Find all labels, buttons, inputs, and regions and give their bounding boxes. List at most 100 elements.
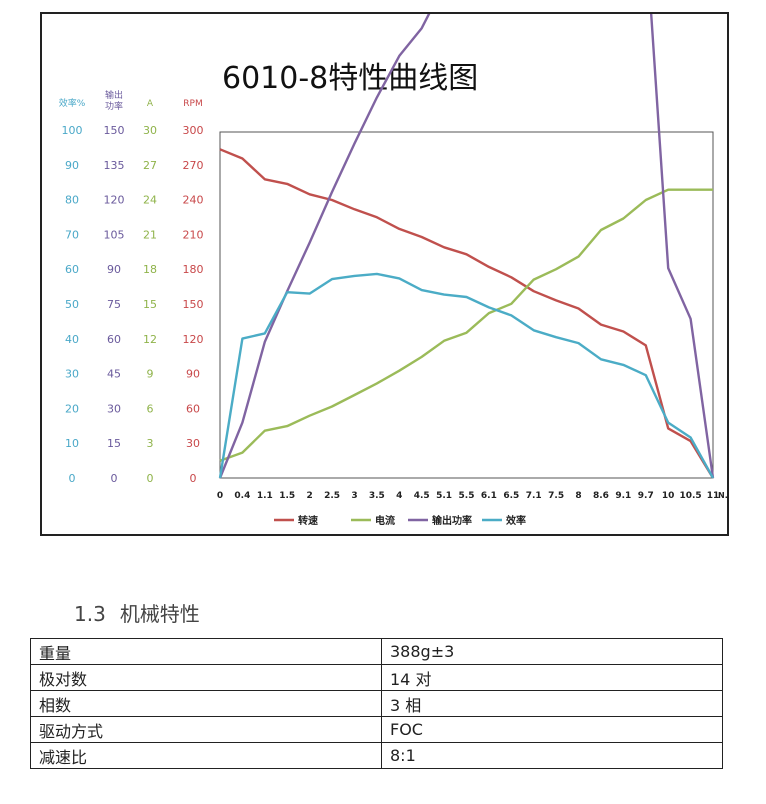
axis-tick-label: 0 <box>111 472 118 485</box>
axis-tick-label: 45 <box>107 368 121 381</box>
axis-tick-label: 90 <box>186 368 200 381</box>
series-line-转速 <box>219 148 715 479</box>
x-tick-label: 3 <box>351 491 357 501</box>
axis-tick-label: 70 <box>65 228 79 241</box>
x-tick-label: 3.5 <box>369 491 385 501</box>
series-line-输出功率 <box>218 14 715 479</box>
axis-tick-label: 0 <box>69 472 76 485</box>
spec-value: 3 相 <box>381 690 723 717</box>
chart-title: 6010-8特性曲线图 <box>222 61 478 96</box>
table-row: 驱动方式 FOC <box>30 716 723 743</box>
x-tick-label: 5.1 <box>436 491 452 501</box>
table-row: 相数 3 相 <box>30 690 723 717</box>
axis-tick-label: 300 <box>183 124 204 137</box>
x-tick-label: 9.7 <box>638 491 654 501</box>
axis-tick-label: 30 <box>107 402 121 415</box>
axis-tick-label: 0 <box>190 472 197 485</box>
axis-tick-label: 210 <box>183 228 204 241</box>
axis-tick-label: 240 <box>183 194 204 207</box>
axis-tick-label: 15 <box>143 298 157 311</box>
x-tick-label: 11 <box>707 491 720 501</box>
spec-label: 极对数 <box>30 664 382 691</box>
x-tick-label: 0 <box>217 491 223 501</box>
x-tick-label: 6.1 <box>481 491 497 501</box>
mechanical-spec-table: 重量 388g±3 极对数 14 对 相数 3 相 驱动方式 FOC 减速比 8… <box>30 638 723 769</box>
axis-tick-label: 135 <box>104 159 125 172</box>
spec-label: 相数 <box>30 690 382 717</box>
spec-label: 减速比 <box>30 742 382 769</box>
x-tick-label: 2 <box>307 491 313 501</box>
x-tick-label: 7.1 <box>526 491 542 501</box>
x-tick-label: 4 <box>396 491 402 501</box>
x-tick-label: 0.4 <box>234 491 250 501</box>
characteristic-chart: 6010-8特性曲线图效率%1009080706050403020100输出功率… <box>59 14 727 527</box>
axis-label: A <box>147 99 154 109</box>
axis-label: 效率% <box>59 97 86 109</box>
axis-tick-label: 60 <box>107 333 121 346</box>
axis-tick-label: 30 <box>143 124 157 137</box>
axis-tick-label: 120 <box>104 194 125 207</box>
spec-value: 14 对 <box>381 664 723 691</box>
table-row: 减速比 8:1 <box>30 742 723 769</box>
axis-tick-label: 270 <box>183 159 204 172</box>
series-line-电流 <box>219 188 713 462</box>
chart-frame: 6010-8特性曲线图 效率% 100 90 80 70 60 50 40 30 20 10 0 输出 功率… <box>40 12 729 536</box>
x-tick-label: 8.6 <box>593 491 609 501</box>
spec-label: 重量 <box>30 638 382 665</box>
axis-tick-label: 15 <box>107 437 121 450</box>
axis-tick-label: 3 <box>147 437 154 450</box>
x-tick-label: 10 <box>662 491 675 501</box>
axis-tick-label: 180 <box>183 263 204 276</box>
axis-tick-label: 80 <box>65 194 79 207</box>
x-axis-unit: N.m <box>718 491 727 500</box>
plot-area-border <box>219 131 714 479</box>
axis-tick-label: 120 <box>183 333 204 346</box>
series-line-效率 <box>218 272 715 479</box>
axis-tick-label: 150 <box>183 298 204 311</box>
axis-tick-label: 18 <box>143 263 157 276</box>
x-tick-label: 8 <box>575 491 581 501</box>
table-row: 极对数 14 对 <box>30 664 723 691</box>
axis-tick-label: 50 <box>65 298 79 311</box>
axis-tick-label: 0 <box>147 472 154 485</box>
axis-tick-label: 10 <box>65 437 79 450</box>
x-tick-label: 5.5 <box>459 491 475 501</box>
spec-value: FOC <box>381 716 723 743</box>
spec-value: 388g±3 <box>381 638 723 665</box>
axis-tick-label: 90 <box>107 263 121 276</box>
axis-label: RPM <box>183 99 202 109</box>
spec-value: 8:1 <box>381 742 723 769</box>
axis-tick-label: 30 <box>65 368 79 381</box>
x-tick-label: 9.1 <box>615 491 631 501</box>
axis-tick-label: 150 <box>104 124 125 137</box>
legend-entry: 转速 <box>298 514 318 527</box>
axis-tick-label: 75 <box>107 298 121 311</box>
axis-tick-label: 60 <box>186 402 200 415</box>
legend-entry: 输出功率 <box>432 514 472 527</box>
axis-tick-label: 27 <box>143 159 157 172</box>
section-title: 机械特性 <box>119 602 200 626</box>
axis-tick-label: 60 <box>65 263 79 276</box>
axis-tick-label: 6 <box>147 402 154 415</box>
axis-tick-label: 20 <box>65 402 79 415</box>
axis-tick-label: 90 <box>65 159 79 172</box>
axis-label: 功率 <box>105 100 123 112</box>
axis-tick-label: 100 <box>62 124 83 137</box>
axis-tick-label: 21 <box>143 228 157 241</box>
axis-tick-label: 40 <box>65 333 79 346</box>
section-heading: 1.3 机械特性 <box>74 598 200 627</box>
section-number: 1.3 <box>74 602 106 626</box>
spec-label: 驱动方式 <box>30 716 382 743</box>
axis-tick-label: 9 <box>147 368 154 381</box>
x-tick-label: 6.5 <box>503 491 519 501</box>
legend-entry: 电流 <box>375 514 395 527</box>
x-tick-label: 4.5 <box>414 491 430 501</box>
legend-entry: 效率 <box>506 514 526 527</box>
axis-tick-label: 24 <box>143 194 157 207</box>
x-tick-label: 10.5 <box>679 491 701 501</box>
axis-tick-label: 12 <box>143 333 157 346</box>
x-tick-label: 1.5 <box>279 491 295 501</box>
table-row: 重量 388g±3 <box>30 638 723 665</box>
axis-tick-label: 105 <box>104 228 125 241</box>
axis-tick-label: 30 <box>186 437 200 450</box>
